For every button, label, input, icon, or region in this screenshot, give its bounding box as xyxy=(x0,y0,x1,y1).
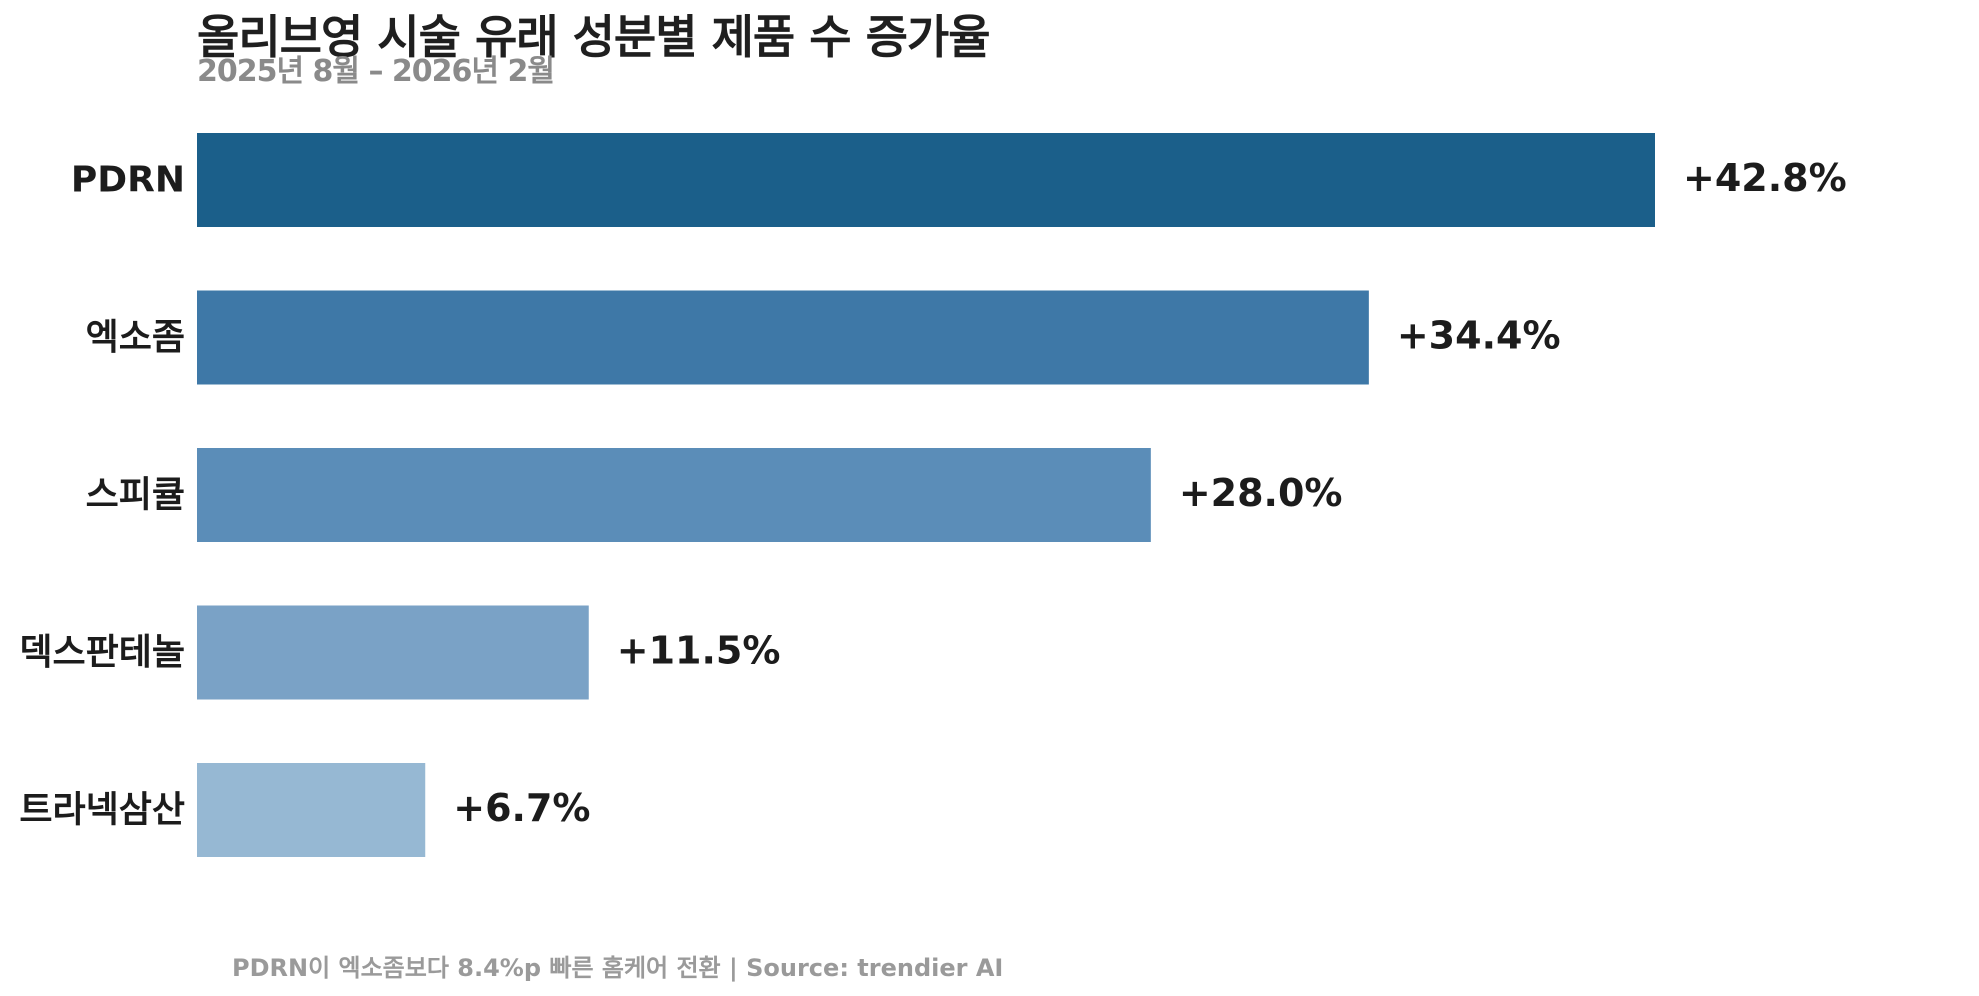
bar-5 xyxy=(197,763,426,857)
bar-1 xyxy=(197,133,1655,227)
value-label: +6.7% xyxy=(453,786,590,830)
category-label: PDRN xyxy=(71,160,185,201)
bar-4 xyxy=(197,605,589,700)
chart-subtitle: 2025년 8월 – 2026년 2월 xyxy=(197,54,555,89)
category-label: 덱스판테놀 xyxy=(19,632,185,673)
category-label: 트라넥삼산 xyxy=(19,790,185,831)
value-label: +28.0% xyxy=(1179,471,1343,515)
value-labels: +42.8% +34.4% +28.0% +11.5% +6.7% xyxy=(453,156,1846,830)
bar-3 xyxy=(197,448,1151,542)
value-label: +34.4% xyxy=(1397,314,1561,358)
chart-title: 올리브영 시술 유래 성분별 제품 수 증가율 xyxy=(197,10,991,64)
value-label: +11.5% xyxy=(617,629,781,673)
bars-group xyxy=(197,133,1655,857)
category-label: 엑소좀 xyxy=(86,317,185,358)
value-label: +42.8% xyxy=(1683,156,1847,200)
chart-footnote: PDRN이 엑소좀보다 8.4%p 빠른 홈케어 전환 | Source: tr… xyxy=(232,954,1004,982)
bar-2 xyxy=(197,290,1369,385)
category-label: 스피큘 xyxy=(86,475,185,516)
